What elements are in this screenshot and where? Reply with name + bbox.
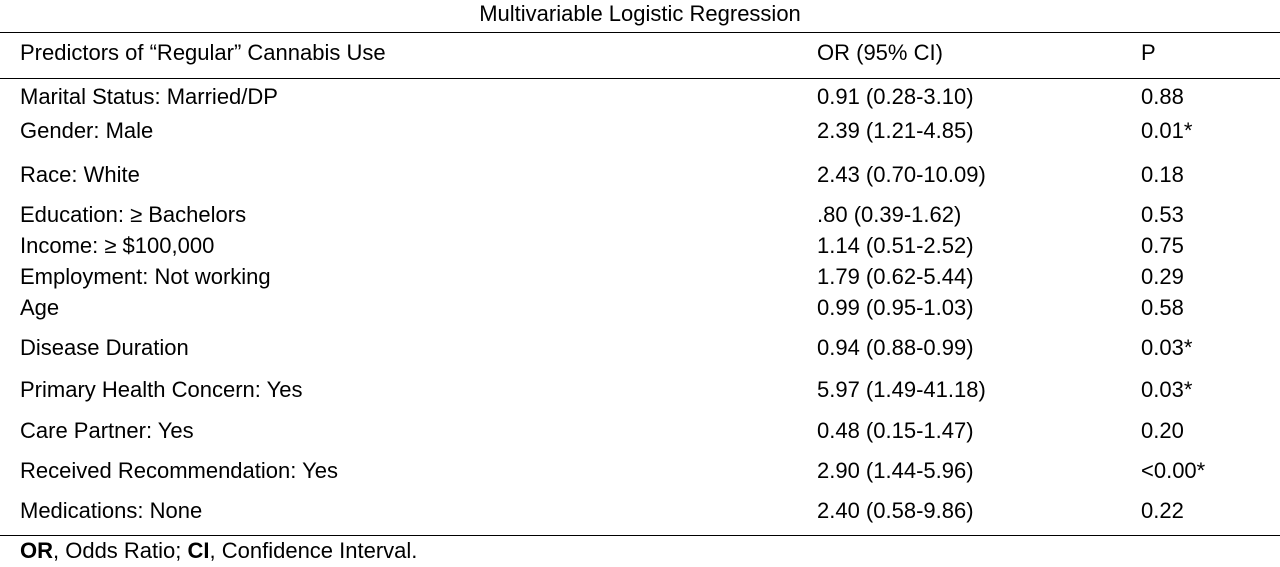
cell-predictor: Age <box>20 295 60 320</box>
footnote-ci-abbr: CI <box>187 538 210 563</box>
cell-predictor: Marital Status: Married/DP <box>20 84 278 109</box>
cell-predictor: Race: White <box>20 162 140 187</box>
cell-odds-ratio: 1.14 (0.51-2.52) <box>817 233 974 258</box>
cell-p-value: 0.22 <box>1141 498 1184 523</box>
cell-predictor: Disease Duration <box>20 335 189 360</box>
cell-predictor: Received Recommendation: Yes <box>20 458 338 483</box>
cell-p-value: 0.58 <box>1141 295 1184 320</box>
cell-predictor: Income: ≥ $100,000 <box>20 233 215 258</box>
footnote-or-text: , Odds Ratio; <box>53 538 188 563</box>
cell-p-value: <0.00* <box>1141 458 1206 483</box>
cell-odds-ratio: 2.43 (0.70-10.09) <box>817 162 986 187</box>
cell-p-value: 0.75 <box>1141 233 1184 258</box>
cell-p-value: 0.29 <box>1141 264 1184 289</box>
cell-odds-ratio: .80 (0.39-1.62) <box>817 202 962 227</box>
column-header-predictor: Predictors of “Regular” Cannabis Use <box>20 40 386 65</box>
top-rule <box>0 32 1280 33</box>
cell-predictor: Primary Health Concern: Yes <box>20 377 303 402</box>
cell-odds-ratio: 2.40 (0.58-9.86) <box>817 498 974 523</box>
column-header-p: P <box>1141 40 1156 65</box>
footnote-ci-text: , Confidence Interval. <box>209 538 418 563</box>
cell-odds-ratio: 2.39 (1.21-4.85) <box>817 118 974 143</box>
cell-odds-ratio: 0.94 (0.88-0.99) <box>817 335 974 360</box>
cell-predictor: Care Partner: Yes <box>20 418 194 443</box>
bottom-rule <box>0 535 1280 536</box>
cell-predictor: Gender: Male <box>20 118 154 143</box>
cell-predictor: Education: ≥ Bachelors <box>20 202 247 227</box>
cell-p-value: 0.18 <box>1141 162 1184 187</box>
cell-odds-ratio: 0.99 (0.95-1.03) <box>817 295 974 320</box>
column-header-or: OR (95% CI) <box>817 40 943 65</box>
header-rule <box>0 78 1280 79</box>
cell-predictor: Employment: Not working <box>20 264 271 289</box>
footnote-or-abbr: OR <box>20 538 53 563</box>
cell-p-value: 0.20 <box>1141 418 1184 443</box>
cell-odds-ratio: 5.97 (1.49-41.18) <box>817 377 986 402</box>
cell-p-value: 0.01* <box>1141 118 1193 143</box>
cell-odds-ratio: 0.48 (0.15-1.47) <box>817 418 974 443</box>
cell-predictor: Medications: None <box>20 498 203 523</box>
cell-p-value: 0.53 <box>1141 202 1184 227</box>
cell-odds-ratio: 2.90 (1.44-5.96) <box>817 458 974 483</box>
cell-p-value: 0.88 <box>1141 84 1184 109</box>
cell-odds-ratio: 0.91 (0.28-3.10) <box>817 84 974 109</box>
cell-odds-ratio: 1.79 (0.62-5.44) <box>817 264 974 289</box>
cell-p-value: 0.03* <box>1141 335 1193 360</box>
cell-p-value: 0.03* <box>1141 377 1193 402</box>
footnote: OR, Odds Ratio; CI, Confidence Interval. <box>20 538 417 564</box>
table-title: Multivariable Logistic Regression <box>479 1 801 26</box>
